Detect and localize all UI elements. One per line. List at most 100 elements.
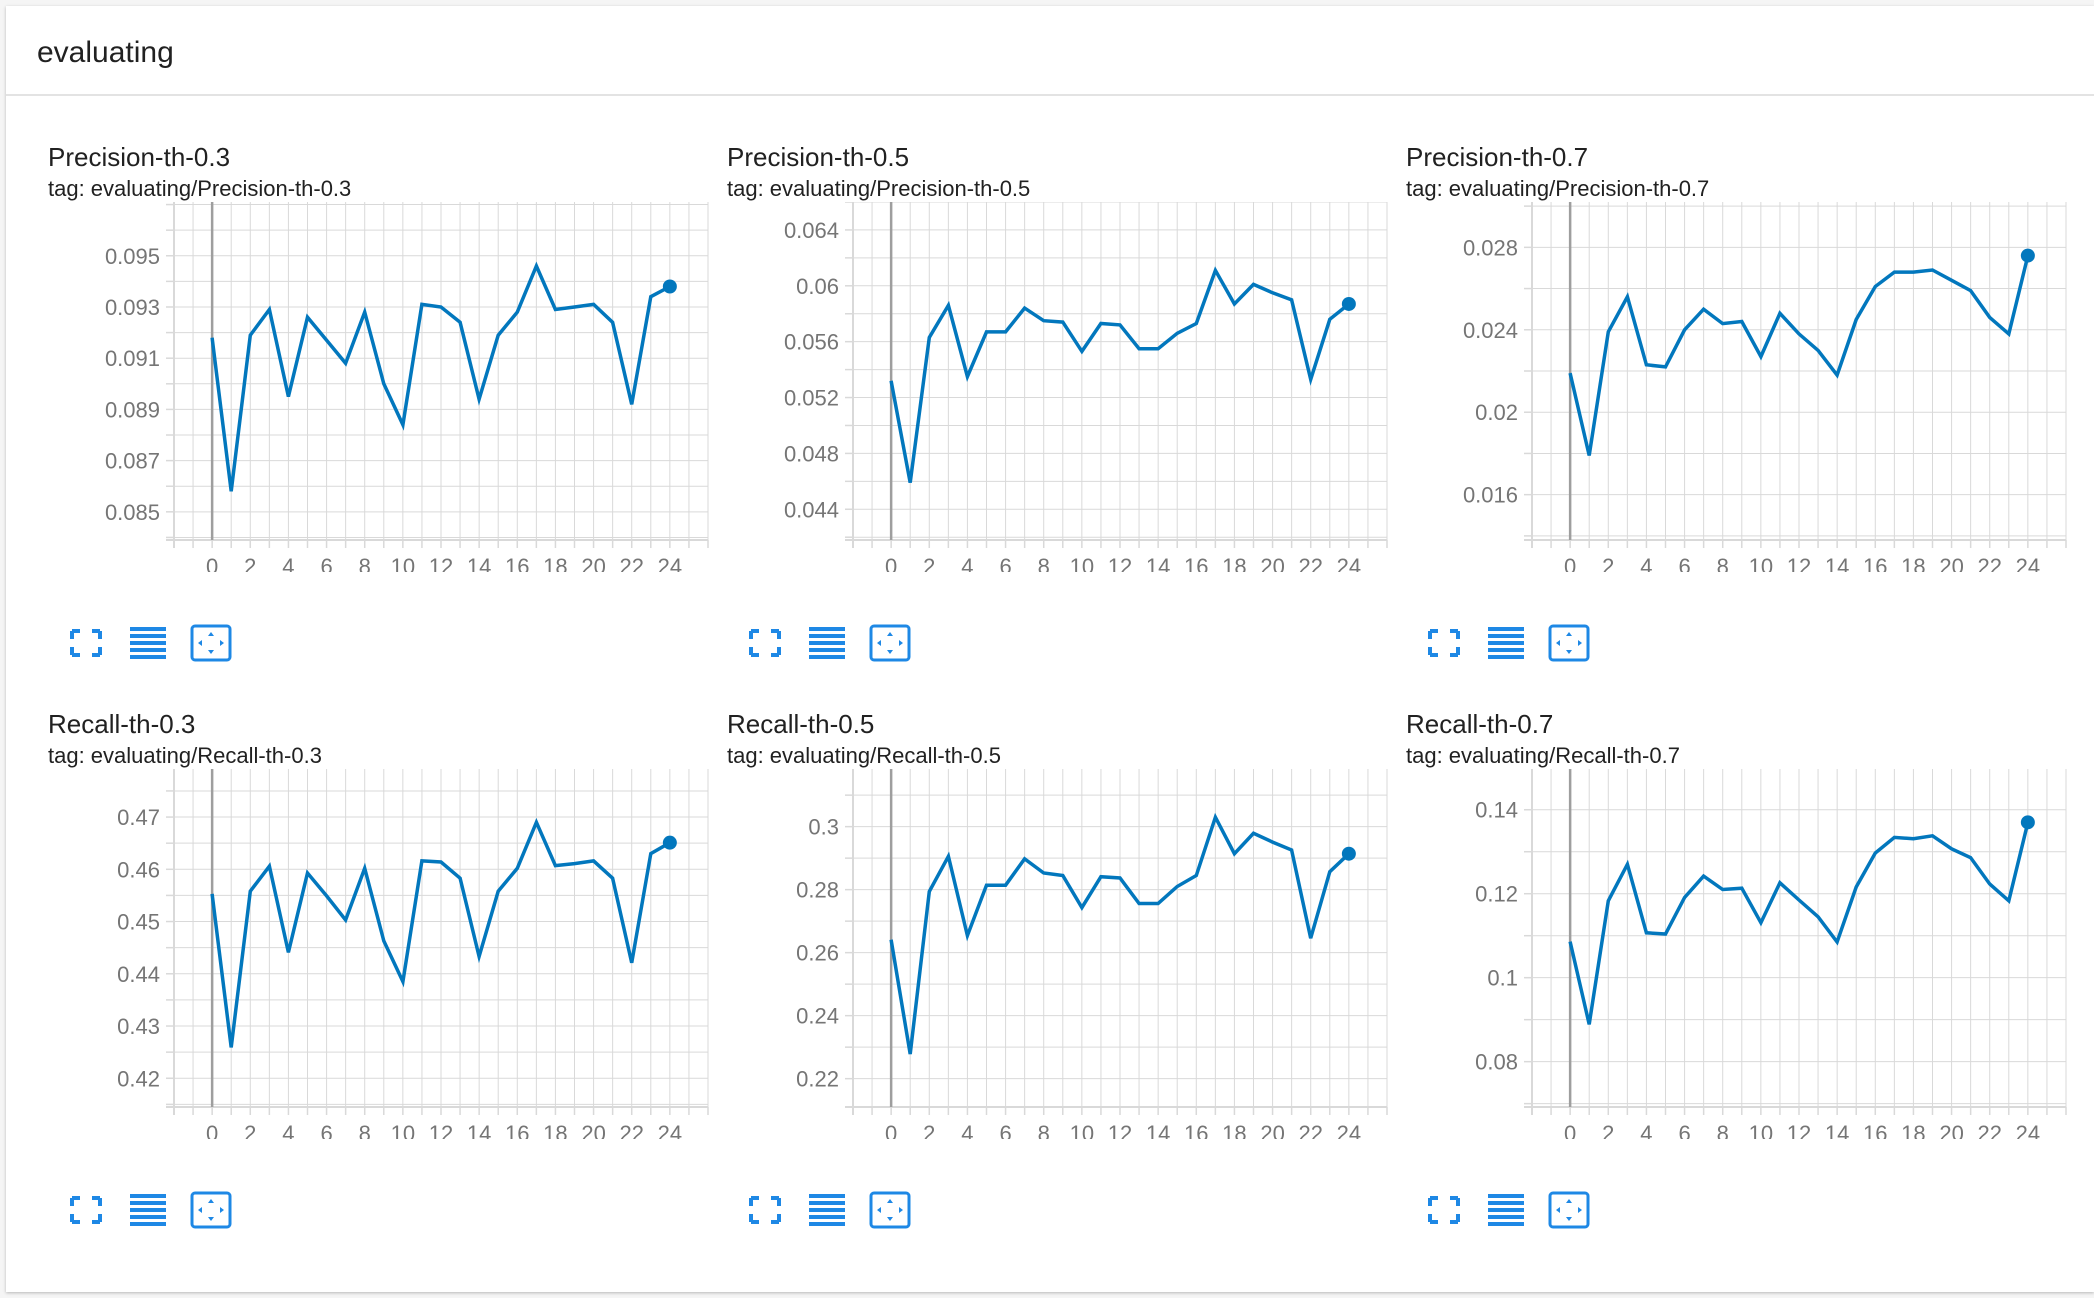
bar-line [130, 1194, 166, 1198]
x-tick-label: 0 [206, 554, 218, 572]
y-tick-label: 0.064 [784, 218, 839, 243]
x-tick-label: 12 [1787, 1121, 1811, 1139]
x-tick-label: 18 [543, 1121, 567, 1139]
bar-line [1488, 1208, 1524, 1212]
x-tick-label: 20 [1260, 1121, 1284, 1139]
log-scale-button[interactable] [805, 1190, 853, 1230]
x-tick-label: 6 [320, 1121, 332, 1139]
evaluating-panel: evaluating [6, 6, 2094, 1292]
bar-line [130, 1222, 166, 1226]
y-tick-label: 0.024 [1463, 318, 1518, 343]
x-tick-label: 8 [359, 554, 371, 572]
fullscreen-button[interactable] [741, 1190, 789, 1230]
bar-line [1488, 627, 1524, 631]
fullscreen-corners [1428, 1196, 1460, 1224]
x-tick-label: 24 [1337, 554, 1361, 572]
y-tick-label: 0.14 [1475, 798, 1518, 823]
line-chart: 0 2 4 6 8 10 12 14 16 18 20 22 240.0950.0930.0910.08… [105, 202, 709, 572]
x-tick-label: 20 [1260, 554, 1284, 572]
chart-tag: tag: evaluating/Precision-th-0.7 [1406, 176, 1710, 201]
y-tick-label: 0.087 [105, 449, 160, 474]
fullscreen-icon [749, 629, 781, 657]
fullscreen-button[interactable] [741, 623, 789, 663]
log-scale-button[interactable] [1484, 623, 1532, 663]
y-tick-label: 0.095 [105, 244, 160, 269]
chart-tag: tag: evaluating/Recall-th-0.7 [1406, 743, 1680, 768]
x-tick-label: 4 [282, 554, 294, 572]
line-chart: 0 2 4 6 8 10 12 14 16 18 20 22 240.470.460.450.440.4… [117, 769, 709, 1139]
bar-line [809, 627, 845, 631]
log-scale-button[interactable] [1484, 1190, 1532, 1230]
y-tick-label: 0.091 [105, 346, 160, 371]
x-tick-label: 24 [1337, 1121, 1361, 1139]
bar-line [1488, 648, 1524, 652]
fullscreen-button[interactable] [1420, 1190, 1468, 1230]
fit-domain-icon [1548, 1191, 1590, 1229]
bar-line [1488, 1215, 1524, 1219]
fit-domain-button[interactable] [1546, 1190, 1594, 1230]
x-tick-label: 14 [1146, 554, 1170, 572]
x-tick-label: 12 [1108, 1121, 1132, 1139]
x-tick-label: 14 [1825, 554, 1849, 572]
y-tick-label: 0.42 [117, 1066, 160, 1091]
fit-domain-button[interactable] [1546, 623, 1594, 663]
x-tick-label: 12 [1108, 554, 1132, 572]
x-tick-label: 8 [1717, 554, 1729, 572]
fullscreen-button[interactable] [62, 1190, 110, 1230]
bar-line [130, 641, 166, 645]
x-tick-label: 18 [1901, 1121, 1925, 1139]
fullscreen-button[interactable] [1420, 623, 1468, 663]
log-scale-button[interactable] [805, 623, 853, 663]
x-tick-label: 2 [1602, 554, 1614, 572]
log-scale-button[interactable] [126, 1190, 174, 1230]
x-tick-label: 4 [961, 1121, 973, 1139]
bar-line [130, 627, 166, 631]
bar-line [1488, 641, 1524, 645]
x-tick-label: 2 [1602, 1121, 1614, 1139]
chart-title: Precision-th-0.3 [48, 142, 231, 172]
x-tick-label: 22 [619, 1121, 643, 1139]
log-scale-button[interactable] [126, 623, 174, 663]
panel-header[interactable]: evaluating [6, 6, 2094, 96]
y-tick-label: 0.02 [1475, 400, 1518, 425]
chart-card: Recall-th-0.3 tag: evaluating/Recall-th-0… [48, 709, 709, 1264]
x-tick-label: 4 [1640, 554, 1652, 572]
x-tick-label: 0 [885, 554, 897, 572]
x-tick-label: 6 [1678, 554, 1690, 572]
x-tick-label: 12 [429, 1121, 453, 1139]
y-tick-label: 0.24 [796, 1004, 839, 1029]
x-tick-label: 18 [1222, 1121, 1246, 1139]
y-tick-label: 0.089 [105, 397, 160, 422]
toggle-log-scale-icon [130, 627, 166, 659]
frame [190, 624, 232, 662]
fit-domain-button[interactable] [867, 623, 915, 663]
chart-tag: tag: evaluating/Recall-th-0.3 [48, 743, 322, 768]
line-chart: 0 2 4 6 8 10 12 14 16 18 20 22 240.140.120.10.08 [1475, 769, 2067, 1139]
last-point-marker [2020, 815, 2035, 830]
fit-domain-icon [869, 624, 911, 662]
last-point-marker [1341, 296, 1356, 311]
x-tick-label: 14 [1825, 1121, 1849, 1139]
x-tick-label: 4 [282, 1121, 294, 1139]
fit-domain-button[interactable] [188, 1190, 236, 1230]
y-tick-label: 0.22 [796, 1067, 839, 1092]
bar-line [809, 1208, 845, 1212]
x-tick-label: 8 [359, 1121, 371, 1139]
x-tick-label: 2 [923, 1121, 935, 1139]
fit-domain-button[interactable] [867, 1190, 915, 1230]
x-tick-label: 2 [244, 554, 256, 572]
x-tick-label: 24 [2016, 1121, 2040, 1139]
arrows [1556, 1199, 1582, 1221]
chart-card: Precision-th-0.3 tag: evaluating/Precisio… [48, 142, 709, 697]
bar-line [809, 1194, 845, 1198]
fullscreen-corners [1428, 629, 1460, 657]
frame [869, 1191, 911, 1229]
fullscreen-button[interactable] [62, 623, 110, 663]
x-tick-label: 10 [391, 1121, 415, 1139]
last-point-marker [2020, 248, 2035, 263]
chart-tag: tag: evaluating/Precision-th-0.5 [727, 176, 1031, 201]
x-tick-label: 0 [1564, 1121, 1576, 1139]
series-line [210, 261, 671, 492]
bar-line [130, 655, 166, 659]
fit-domain-button[interactable] [188, 623, 236, 663]
